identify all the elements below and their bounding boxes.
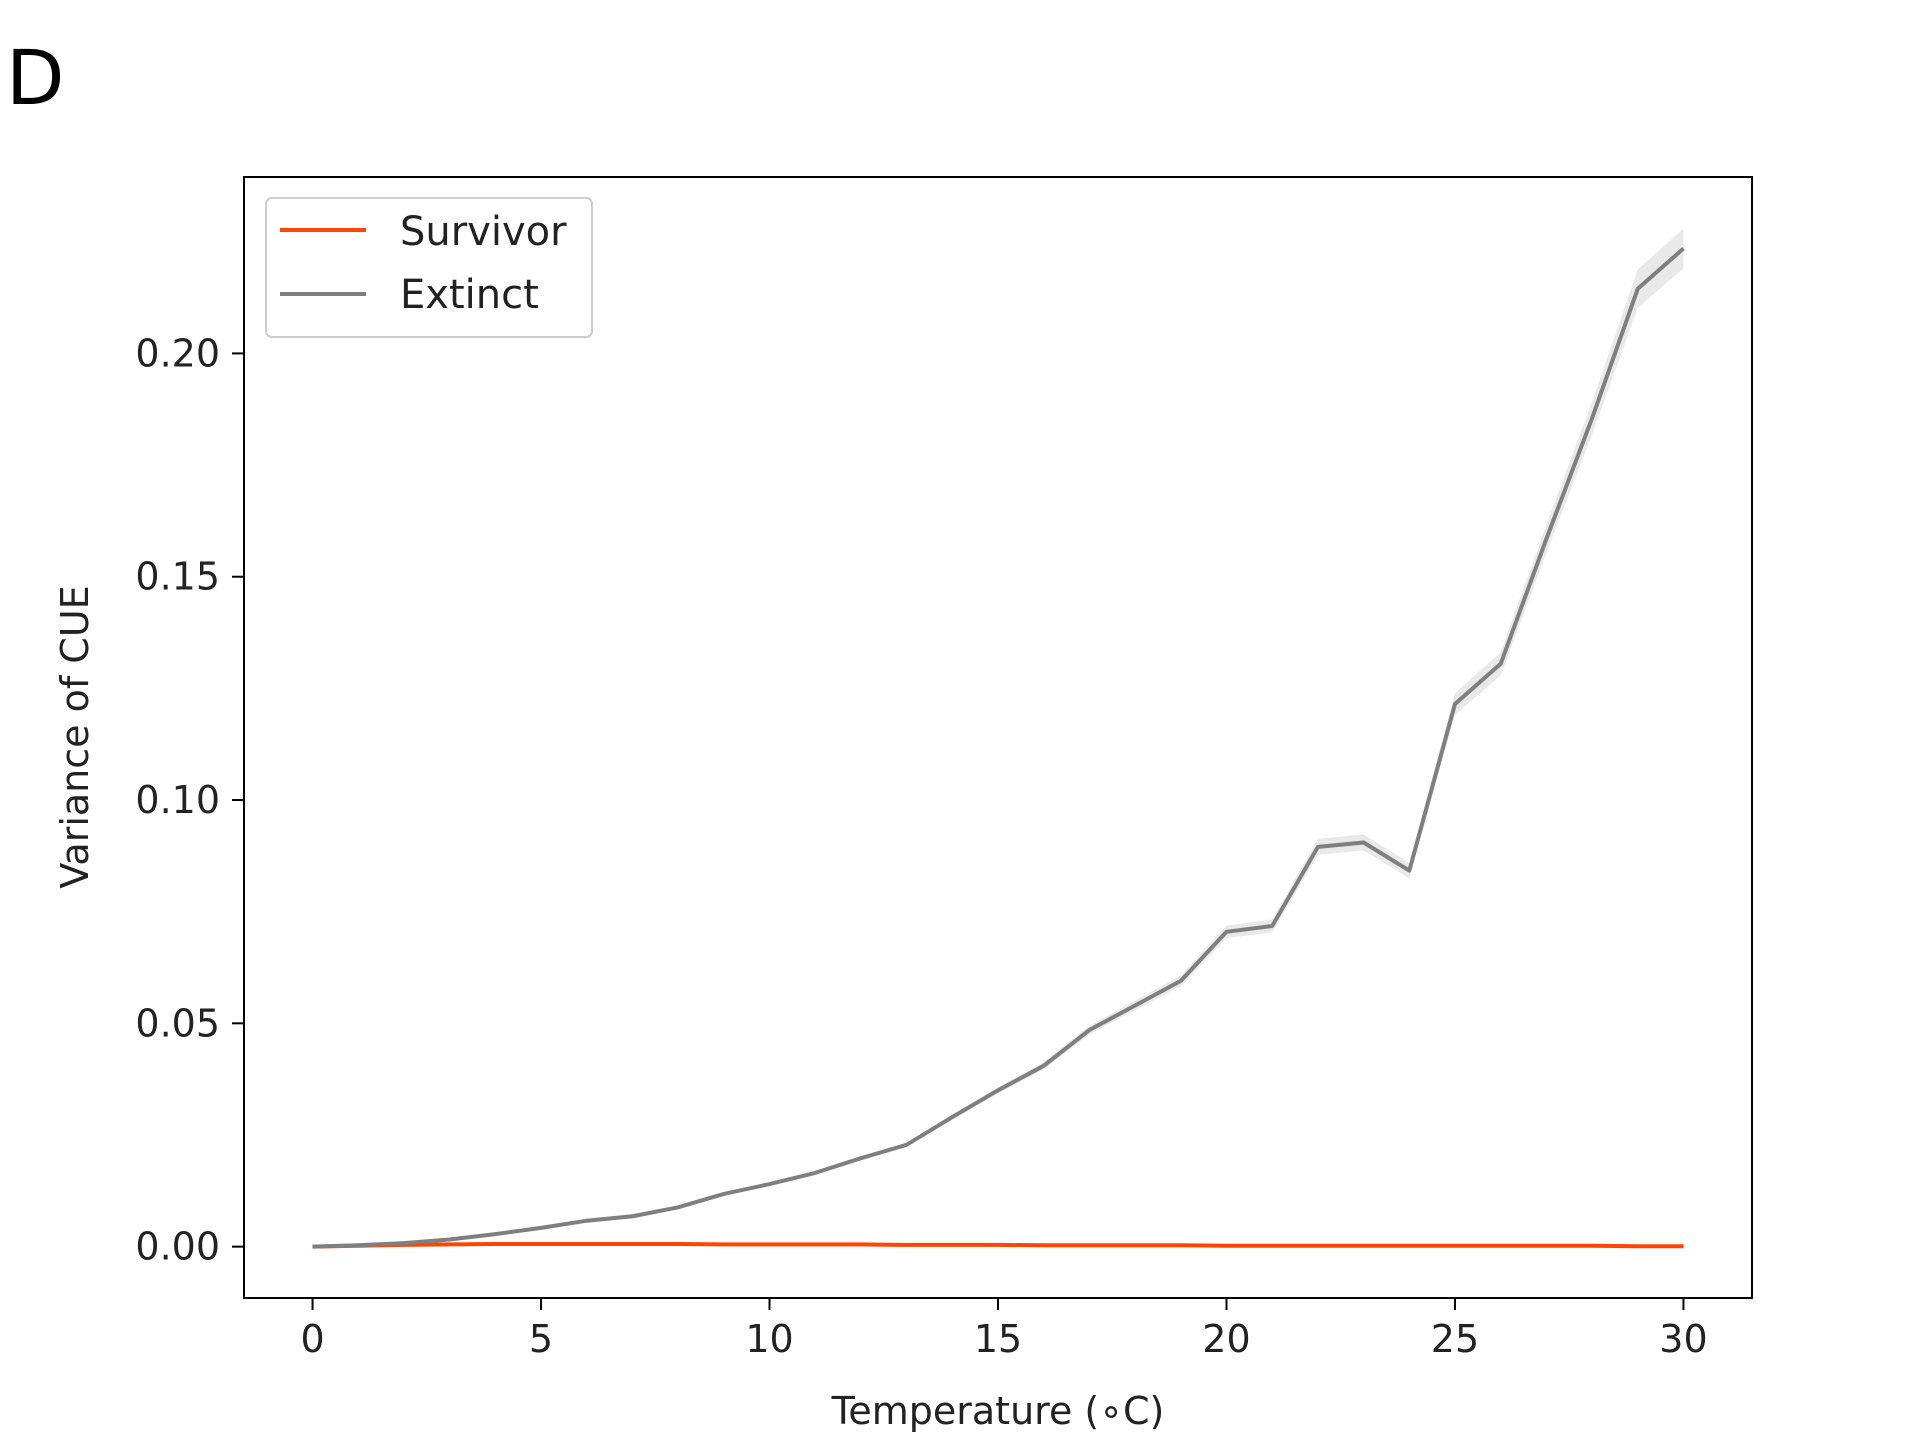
legend: Survivor Extinct — [265, 197, 593, 338]
plot-area-background — [244, 177, 1752, 1298]
x-tick-label: 25 — [1431, 1317, 1479, 1361]
y-tick-label: 0.20 — [135, 331, 220, 375]
legend-box — [265, 197, 593, 338]
y-tick-label: 0.10 — [135, 778, 220, 822]
series-line-extinct — [312, 246, 1685, 1249]
y-tick-label: 0.05 — [135, 1001, 220, 1045]
x-tick-label: 30 — [1659, 1317, 1707, 1361]
y-tick-label: 0.00 — [135, 1225, 220, 1269]
y-tick-label: 0.15 — [135, 555, 220, 599]
series-line-survivor — [312, 1242, 1684, 1249]
x-tick-label: 10 — [745, 1317, 793, 1361]
y-axis-label: Variance of CUE — [53, 585, 97, 888]
x-tick-label: 5 — [529, 1317, 553, 1361]
x-tick-label: 20 — [1202, 1317, 1250, 1361]
x-tick-label: 15 — [974, 1317, 1022, 1361]
legend-label-extinct: Extinct — [400, 272, 539, 318]
x-axis-label: Temperature (∘C) — [831, 1389, 1165, 1433]
panel-label: D — [6, 33, 65, 122]
legend-label-survivor: Survivor — [400, 209, 567, 255]
x-tick-label: 0 — [300, 1317, 324, 1361]
